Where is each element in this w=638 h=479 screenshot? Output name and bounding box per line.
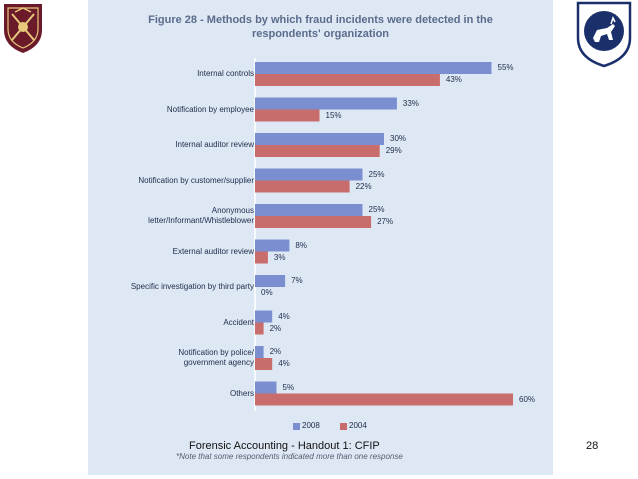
bar-2008 bbox=[255, 275, 286, 287]
data-label-2008: 8% bbox=[295, 240, 307, 250]
data-label-2008: 5% bbox=[282, 382, 295, 392]
data-label-2008: 7% bbox=[291, 276, 303, 285]
bar-2008 bbox=[255, 346, 264, 358]
bar-2008 bbox=[255, 204, 363, 216]
data-label-2004: 29% bbox=[385, 146, 402, 155]
bar-2008 bbox=[255, 168, 363, 181]
bar-2004 bbox=[255, 216, 372, 228]
bar-2008 bbox=[255, 310, 273, 323]
legend-swatch-2008 bbox=[293, 423, 300, 430]
bar-2004 bbox=[255, 74, 440, 86]
data-label-2004: 15% bbox=[325, 110, 342, 120]
legend-label-2008: 2008 bbox=[302, 421, 320, 430]
category-label-line: External auditor review bbox=[172, 246, 254, 256]
bar-2008 bbox=[255, 133, 384, 145]
category-label: Anonymous letter/Informant/Whistleblower bbox=[148, 206, 254, 226]
bar-2008 bbox=[255, 97, 397, 110]
data-label-2008: 25% bbox=[368, 205, 385, 214]
category-label-line: Accident bbox=[223, 317, 254, 327]
bar-2004 bbox=[255, 393, 513, 406]
category-label-line: Anonymous bbox=[211, 206, 254, 215]
bar-2004 bbox=[255, 322, 264, 335]
category-label: Notification by employee bbox=[167, 105, 254, 115]
data-label-2008: 30% bbox=[390, 134, 407, 143]
category-label-line: letter/Informant/Whistleblower bbox=[148, 216, 254, 225]
data-label-2004: 60% bbox=[519, 394, 536, 404]
category-label: External auditor review bbox=[173, 247, 254, 257]
bar-2004 bbox=[255, 180, 350, 193]
faculty-emblem-logo bbox=[576, 1, 632, 68]
chart-title-line-2: respondents' organization bbox=[251, 28, 390, 40]
bar-2004 bbox=[255, 145, 380, 157]
data-label-2008: 55% bbox=[497, 63, 514, 72]
bar-2008 bbox=[255, 381, 277, 394]
category-label-line: Notification by customer/supplier bbox=[138, 175, 254, 185]
data-label-2004: 22% bbox=[355, 181, 372, 191]
category-label-line: government agency bbox=[183, 358, 254, 367]
category-label-line: Internal auditor review bbox=[175, 140, 254, 149]
data-label-2004: 43% bbox=[445, 75, 462, 84]
data-label-2004: 27% bbox=[377, 217, 394, 226]
bar-2004 bbox=[255, 109, 320, 122]
bar-2008 bbox=[255, 239, 290, 252]
category-label-line: Others bbox=[229, 388, 254, 398]
chart-title-line-1: Figure 28 - Methods by which fraud incid… bbox=[148, 14, 493, 26]
legend-swatch-2004 bbox=[340, 423, 347, 430]
category-label: Internal auditor review bbox=[175, 140, 254, 150]
category-label: Notification by police/government agency bbox=[178, 348, 254, 368]
footer-text: Forensic Accounting - Handout 1: CFIP bbox=[189, 440, 380, 452]
category-label-line: Internal controls bbox=[197, 69, 254, 78]
category-label-line: Notification by police/ bbox=[178, 348, 254, 357]
data-label-2008: 2% bbox=[269, 347, 282, 356]
chart-footnote: *Note that some respondents indicated mo… bbox=[176, 452, 403, 461]
page-number: 28 bbox=[586, 440, 599, 452]
university-crest-logo bbox=[4, 4, 42, 53]
data-label-2008: 25% bbox=[368, 169, 385, 179]
data-label-2004: 0% bbox=[261, 288, 273, 297]
category-label: Internal controls bbox=[197, 69, 254, 79]
bar-2004 bbox=[255, 251, 268, 264]
bar-2008 bbox=[255, 62, 492, 74]
category-label: Others bbox=[230, 389, 254, 399]
data-label-2004: 4% bbox=[278, 359, 290, 368]
category-label-line: Specific investigation by third party bbox=[130, 282, 254, 291]
category-label: Specific investigation by third party bbox=[131, 282, 254, 292]
data-label-2004: 2% bbox=[269, 323, 282, 333]
data-label-2008: 33% bbox=[402, 98, 419, 108]
category-label: Accident bbox=[223, 318, 254, 328]
data-label-2004: 3% bbox=[273, 252, 286, 262]
data-label-2008: 4% bbox=[278, 311, 290, 321]
category-label: Notification by customer/supplier bbox=[138, 176, 254, 186]
bar-2004 bbox=[255, 358, 273, 370]
legend-label-2004: 2004 bbox=[349, 421, 367, 430]
category-label-line: Notification by employee bbox=[166, 104, 254, 114]
